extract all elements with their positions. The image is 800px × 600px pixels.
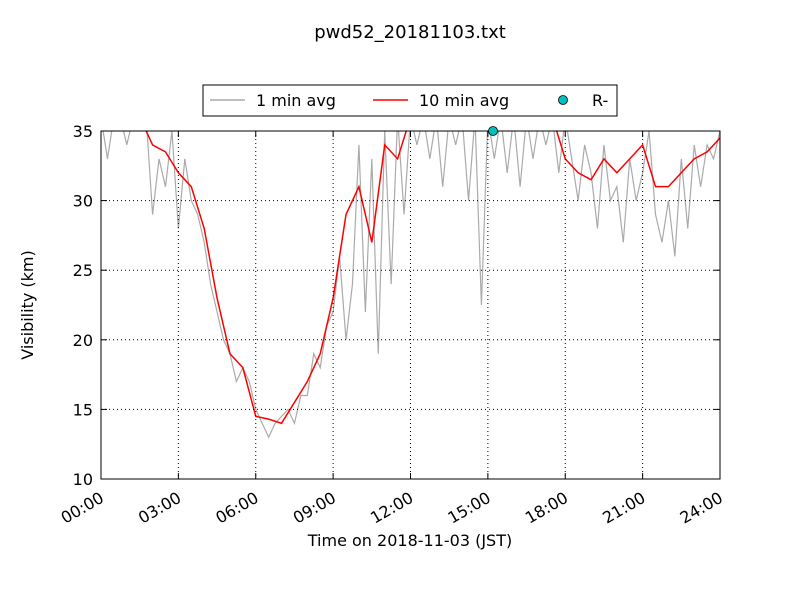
legend-label: 10 min avg	[419, 91, 509, 110]
scatter-point	[488, 126, 498, 136]
plot-frame	[100, 130, 721, 480]
series-line	[145, 131, 720, 425]
y-tick-label: 10	[73, 470, 93, 489]
chart-title: pwd52_20181103.txt	[314, 22, 506, 43]
y-axis-label: Visibility (km)	[18, 250, 37, 359]
y-tick-label: 35	[73, 122, 93, 141]
plot-area	[102, 131, 720, 439]
legend-label: 1 min avg	[256, 91, 336, 110]
y-tick-label: 15	[73, 400, 93, 419]
legend-marker	[558, 95, 568, 105]
legend-label: R-	[592, 91, 608, 110]
y-tick-label: 30	[73, 192, 93, 211]
y-tick-label: 25	[73, 261, 93, 280]
x-axis-label: Time on 2018-11-03 (JST)	[307, 531, 512, 550]
y-tick-label: 20	[73, 331, 93, 350]
legend-box	[202, 84, 618, 117]
legend: 1 min avg 10 min avg R-	[202, 84, 618, 117]
series-line	[102, 131, 720, 439]
